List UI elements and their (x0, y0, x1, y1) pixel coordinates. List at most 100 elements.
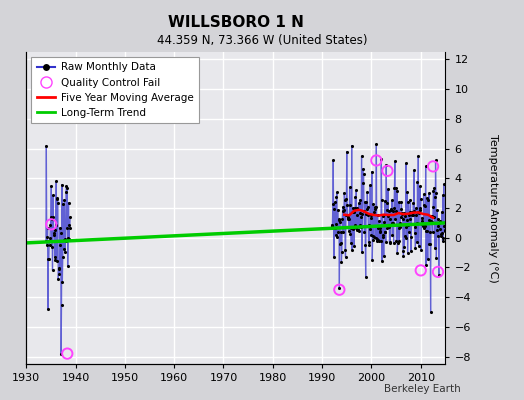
Point (42, 238, 50, 244)
Point (365, 221, 373, 228)
Point (387, 220, 396, 226)
Point (374, 225, 382, 232)
Point (408, 208, 416, 215)
Point (331, 199, 340, 205)
Point (422, 262, 430, 268)
Point (409, 200, 418, 206)
Point (364, 204, 372, 210)
Point (375, 218, 383, 224)
Point (362, 211, 370, 217)
Point (408, 212, 416, 218)
Point (372, 157, 380, 164)
Point (369, 233, 378, 240)
Point (49, 214, 58, 220)
Point (348, 247, 356, 254)
Point (421, 223, 430, 230)
Point (332, 221, 340, 227)
Point (339, 204, 347, 210)
Point (63, 185, 71, 192)
Point (423, 256, 432, 262)
Point (427, 212, 435, 219)
Point (50, 232, 58, 238)
Point (45, 256, 53, 262)
Point (423, 195, 431, 201)
Point (418, 218, 427, 224)
Point (47, 182, 56, 189)
Point (355, 200, 363, 206)
Point (388, 231, 397, 238)
Point (55, 264, 63, 271)
Point (404, 198, 412, 205)
Point (424, 241, 433, 248)
Text: 44.359 N, 73.366 W (United States): 44.359 N, 73.366 W (United States) (157, 34, 367, 47)
Point (440, 181, 448, 188)
Point (432, 255, 441, 261)
Point (403, 250, 412, 256)
Point (439, 235, 447, 242)
Point (330, 206, 338, 212)
Point (415, 210, 423, 216)
Point (58, 279, 67, 286)
Point (397, 199, 406, 206)
Point (417, 196, 425, 202)
Point (357, 214, 365, 220)
Point (406, 209, 414, 215)
Point (410, 208, 418, 214)
Point (46, 222, 54, 228)
Point (372, 204, 380, 210)
Point (416, 205, 424, 212)
Point (43, 224, 52, 231)
Point (388, 197, 396, 203)
Point (433, 207, 441, 213)
Point (61, 249, 69, 255)
Point (343, 148, 351, 155)
Point (367, 212, 375, 218)
Point (57, 350, 66, 357)
Point (420, 224, 428, 231)
Point (378, 258, 386, 264)
Point (345, 184, 354, 190)
Point (381, 229, 389, 235)
Point (383, 225, 391, 231)
Point (427, 309, 435, 315)
Point (57, 230, 65, 236)
Point (370, 209, 378, 215)
Point (372, 235, 380, 242)
Point (379, 232, 388, 238)
Point (328, 223, 336, 229)
Point (393, 250, 401, 256)
Point (374, 237, 383, 243)
Point (332, 194, 341, 200)
Point (410, 167, 418, 174)
Point (354, 227, 362, 234)
Point (370, 204, 379, 210)
Point (438, 230, 446, 236)
Y-axis label: Temperature Anomaly (°C): Temperature Anomaly (°C) (488, 134, 498, 282)
Point (61, 237, 70, 244)
Point (54, 266, 63, 272)
Point (59, 246, 68, 252)
Point (351, 222, 359, 228)
Point (341, 197, 349, 204)
Point (429, 228, 437, 235)
Text: Berkeley Earth: Berkeley Earth (385, 384, 461, 394)
Point (418, 215, 426, 221)
Legend: Raw Monthly Data, Quality Control Fail, Five Year Moving Average, Long-Term Tren: Raw Monthly Data, Quality Control Fail, … (31, 57, 199, 123)
Point (389, 207, 397, 214)
Point (44, 256, 52, 262)
Point (405, 212, 413, 218)
Point (50, 254, 59, 260)
Point (384, 186, 392, 192)
Point (359, 180, 367, 187)
Point (333, 189, 341, 196)
Point (431, 245, 439, 252)
Point (361, 242, 369, 248)
Point (374, 212, 382, 218)
Point (329, 200, 337, 207)
Point (342, 196, 351, 202)
Point (433, 226, 441, 233)
Point (399, 252, 408, 259)
Point (389, 240, 398, 246)
Point (435, 225, 444, 232)
Point (400, 244, 409, 250)
